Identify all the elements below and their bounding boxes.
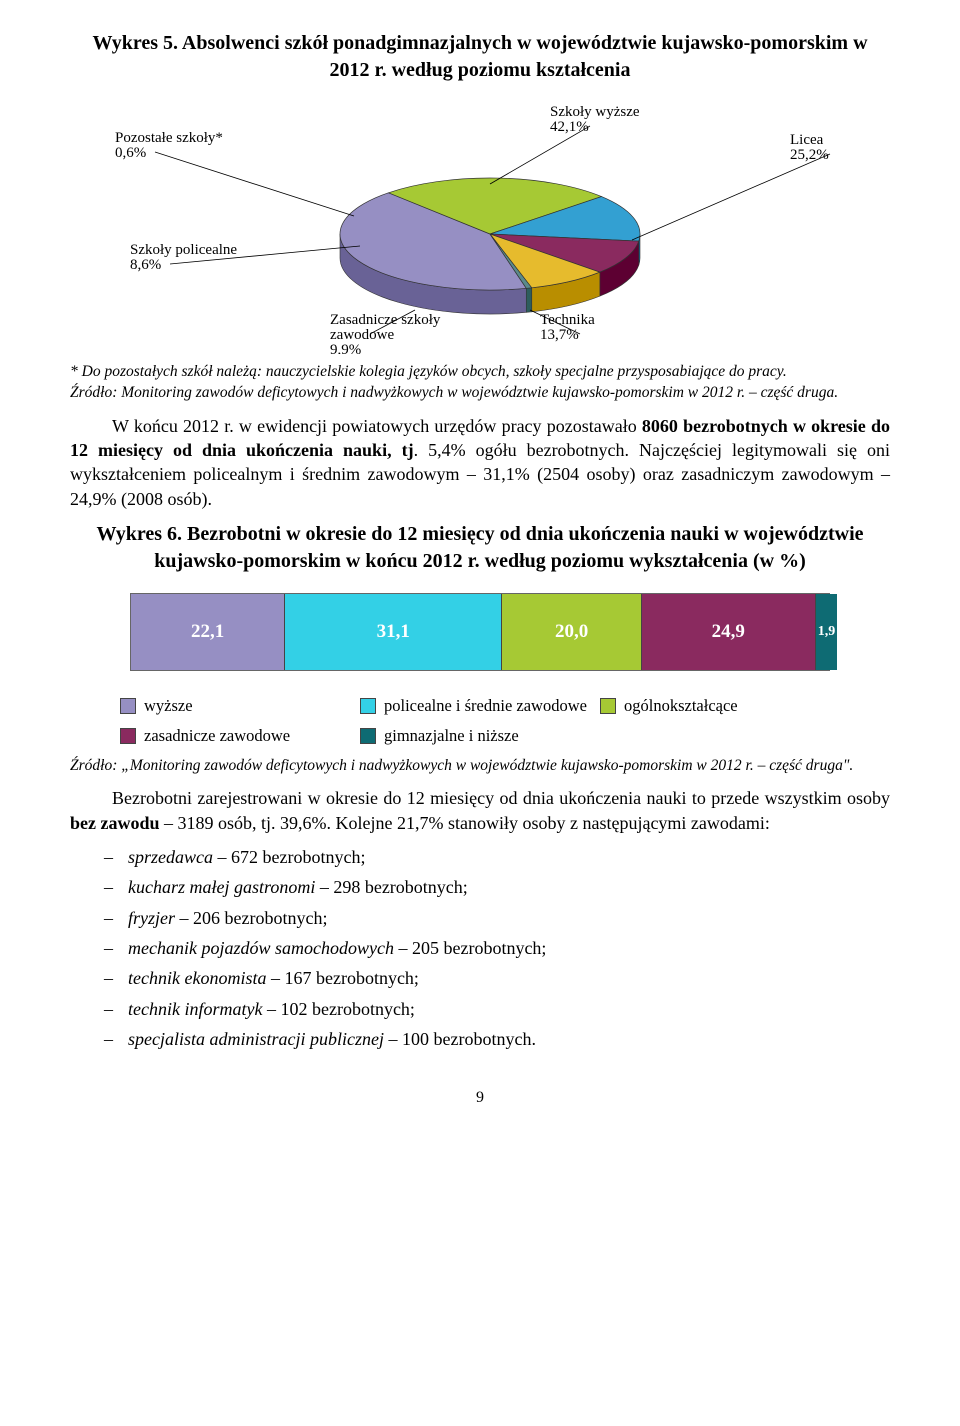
legend-item: gimnazjalne i niższe [360, 725, 600, 747]
legend-label: gimnazjalne i niższe [384, 725, 519, 747]
legend-label: ogólnokształcące [624, 695, 738, 717]
svg-text:Szkoły policealne: Szkoły policealne [130, 242, 237, 258]
legend-swatch [360, 728, 376, 744]
occupations-list: sprzedawca – 672 bezrobotnych; kucharz ma… [70, 845, 890, 1051]
legend-item: wyższe [120, 695, 360, 717]
legend-item: zasadnicze zawodowe [120, 725, 360, 747]
list-item: kucharz małej gastronomi – 298 bezrobotn… [128, 875, 890, 899]
svg-text:Szkoły wyższe: Szkoły wyższe [550, 104, 640, 120]
chart5-pie: Szkoły wyższe42,1% Licea25,2% Technika13,7… [70, 94, 890, 354]
legend-label: zasadnicze zawodowe [144, 725, 290, 747]
chart5-footnote-b: Źródło: Monitoring zawodów deficytowych … [70, 383, 890, 404]
svg-text:13,7%: 13,7% [540, 327, 579, 343]
page-number: 9 [70, 1087, 890, 1109]
paragraph-2: Bezrobotni zarejestrowani w okresie do 1… [70, 786, 890, 835]
svg-text:8,6%: 8,6% [130, 257, 161, 273]
chart5-title: Wykres 5. Absolwenci szkół ponadgimnazja… [70, 30, 890, 84]
legend-swatch [120, 728, 136, 744]
list-item: fryzjer – 206 bezrobotnych; [128, 906, 890, 930]
stacked-segment: 31,1 [285, 594, 502, 670]
list-item: mechanik pojazdów samochodowych – 205 be… [128, 936, 890, 960]
svg-text:Zasadnicze szkoły: Zasadnicze szkoły [330, 312, 441, 328]
chart6-title: Wykres 6. Bezrobotni w okresie do 12 mie… [70, 521, 890, 575]
svg-text:Licea: Licea [790, 132, 824, 148]
list-item: technik ekonomista – 167 bezrobotnych; [128, 966, 890, 990]
svg-text:25,2%: 25,2% [790, 147, 829, 163]
svg-text:42,1%: 42,1% [550, 119, 589, 135]
list-item: technik informatyk – 102 bezrobotnych; [128, 997, 890, 1021]
list-item: specjalista administracji publicznej – 1… [128, 1027, 890, 1051]
legend-swatch [120, 698, 136, 714]
stacked-segment: 22,1 [131, 594, 285, 670]
svg-text:zawodowe: zawodowe [330, 327, 394, 343]
legend-swatch [600, 698, 616, 714]
chart5-footnote-a: * Do pozostałych szkół należą: nauczycie… [70, 362, 890, 383]
legend-label: wyższe [144, 695, 193, 717]
svg-text:Pozostałe szkoły*: Pozostałe szkoły* [115, 130, 223, 146]
legend-swatch [360, 698, 376, 714]
legend-label: policealne i średnie zawodowe [384, 695, 587, 717]
chart6-footnote: Źródło: „Monitoring zawodów deficytowych… [70, 756, 890, 777]
legend-item: ogólnokształcące [600, 695, 840, 717]
stacked-segment: 24,9 [642, 594, 816, 670]
chart6-bar: 22,131,120,024,91,9 [130, 593, 830, 671]
svg-text:9,9%: 9,9% [330, 342, 361, 354]
svg-text:0,6%: 0,6% [115, 145, 146, 161]
svg-text:Technika: Technika [540, 312, 595, 328]
stacked-segment: 20,0 [502, 594, 642, 670]
chart6-legend: wyższe policealne i średnie zawodowe ogóln… [120, 695, 840, 748]
paragraph-1: W końcu 2012 r. w ewidencji powiatowych … [70, 414, 890, 511]
list-item: sprzedawca – 672 bezrobotnych; [128, 845, 890, 869]
stacked-segment: 1,9 [816, 594, 838, 670]
legend-item: policealne i średnie zawodowe [360, 695, 600, 717]
